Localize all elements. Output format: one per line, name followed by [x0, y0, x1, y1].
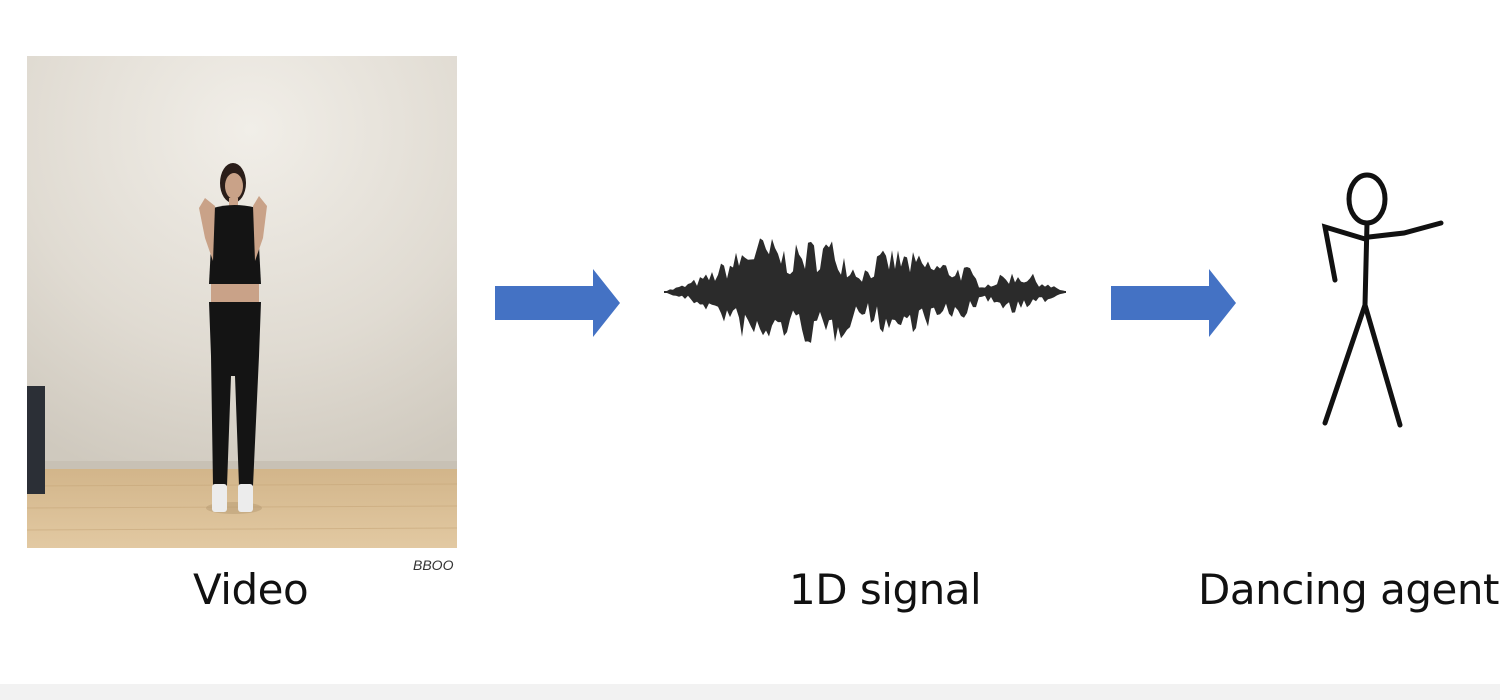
stick-figure-icon — [1321, 172, 1444, 428]
stick-right-leg — [1362, 302, 1403, 428]
caption-signal: 1D signal — [789, 565, 982, 614]
stick-right-arm — [1366, 220, 1444, 240]
dancer-figure — [199, 163, 267, 514]
stick-torso — [1362, 220, 1370, 308]
caption-video: Video — [193, 565, 309, 614]
stick-left-arm — [1321, 223, 1368, 283]
video-chair — [27, 386, 45, 494]
video-frame — [27, 56, 457, 548]
right-arrow-icon — [495, 269, 620, 337]
right-arrow-icon — [1111, 269, 1236, 337]
waveform-shape — [664, 238, 1066, 343]
stick-head — [1346, 172, 1388, 226]
bottom-strip — [0, 684, 1500, 700]
caption-agent: Dancing agent — [1198, 565, 1499, 614]
stick-left-leg — [1322, 302, 1368, 426]
audio-waveform-icon — [664, 238, 1066, 343]
video-watermark: BBOO — [413, 557, 454, 573]
